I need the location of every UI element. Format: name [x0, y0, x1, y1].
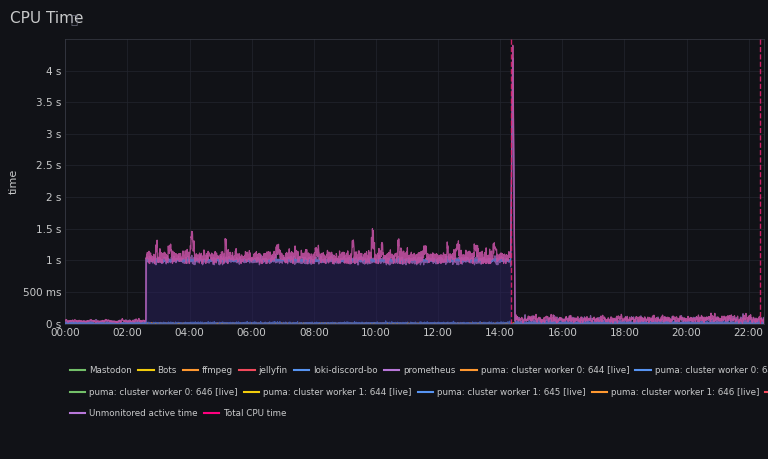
- Text: ⓘ: ⓘ: [71, 14, 78, 27]
- Text: CPU Time: CPU Time: [10, 11, 84, 27]
- Legend: Unmonitored active time, Total CPU time: Unmonitored active time, Total CPU time: [70, 409, 286, 418]
- Y-axis label: time: time: [8, 168, 18, 194]
